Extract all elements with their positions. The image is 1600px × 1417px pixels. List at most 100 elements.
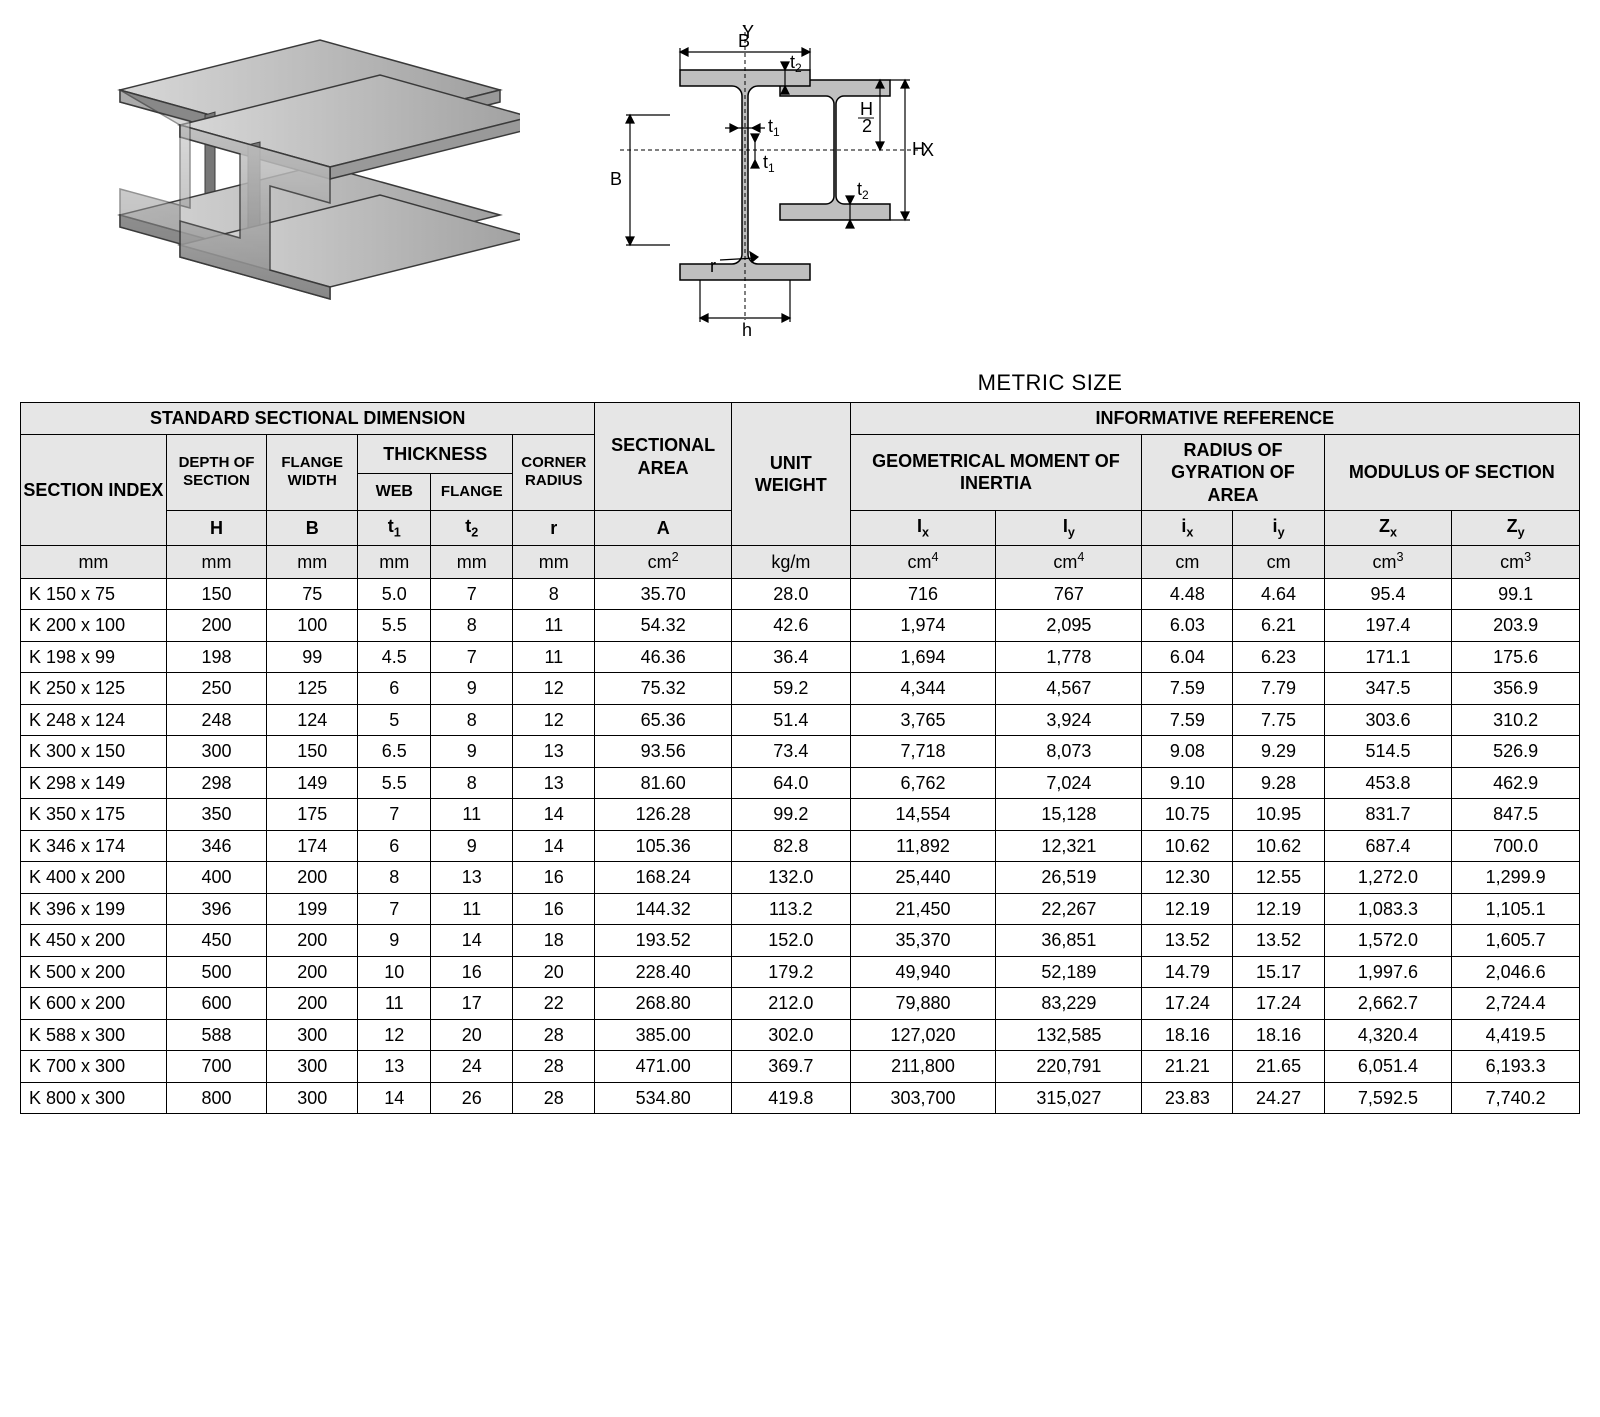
cell-r: 16 [513, 893, 595, 925]
cell-iy: 15.17 [1233, 956, 1324, 988]
cell-Zy: 462.9 [1452, 767, 1580, 799]
cell-A: 81.60 [595, 767, 732, 799]
cell-iy: 17.24 [1233, 988, 1324, 1020]
cell-Zx: 453.8 [1324, 767, 1452, 799]
cell-ix: 18.16 [1142, 1019, 1233, 1051]
cell-iy: 12.55 [1233, 862, 1324, 894]
cell-Iy: 7,024 [996, 767, 1142, 799]
table-row: K 200 x 1002001005.581154.3242.61,9742,0… [21, 610, 1580, 642]
cell-Ix: 14,554 [850, 799, 996, 831]
cell-r: 22 [513, 988, 595, 1020]
cell-t2: 24 [431, 1051, 513, 1083]
cell-A: 144.32 [595, 893, 732, 925]
cell-A: 46.36 [595, 641, 732, 673]
cell-Zx: 347.5 [1324, 673, 1452, 705]
cell-t2: 17 [431, 988, 513, 1020]
cell-Zx: 687.4 [1324, 830, 1452, 862]
cell-Iy: 132,585 [996, 1019, 1142, 1051]
cell-W: 369.7 [732, 1051, 851, 1083]
sym-ix: ix [1142, 511, 1233, 546]
cell-t1: 7 [358, 893, 431, 925]
cell-Zx: 303.6 [1324, 704, 1452, 736]
svg-text:t2: t2 [790, 52, 802, 75]
table-header: STANDARD SECTIONAL DIMENSION SECTIONAL A… [21, 403, 1580, 579]
cell-H: 396 [166, 893, 266, 925]
cell-r: 13 [513, 767, 595, 799]
cell-ix: 10.75 [1142, 799, 1233, 831]
cell-idx: K 346 x 174 [21, 830, 167, 862]
svg-text:2: 2 [862, 116, 872, 136]
cell-B: 100 [267, 610, 358, 642]
spec-table: STANDARD SECTIONAL DIMENSION SECTIONAL A… [20, 402, 1580, 1114]
cell-t2: 11 [431, 799, 513, 831]
hdr-flange: FLANGE [431, 474, 513, 511]
cell-r: 28 [513, 1051, 595, 1083]
cell-W: 59.2 [732, 673, 851, 705]
cell-Ix: 6,762 [850, 767, 996, 799]
cell-iy: 18.16 [1233, 1019, 1324, 1051]
cell-Iy: 52,189 [996, 956, 1142, 988]
cell-Iy: 2,095 [996, 610, 1142, 642]
cell-r: 18 [513, 925, 595, 957]
cell-W: 212.0 [732, 988, 851, 1020]
cell-idx: K 700 x 300 [21, 1051, 167, 1083]
cell-r: 20 [513, 956, 595, 988]
cell-Zy: 2,724.4 [1452, 988, 1580, 1020]
cell-A: 268.80 [595, 988, 732, 1020]
cell-Zx: 197.4 [1324, 610, 1452, 642]
unit-W: kg/m [732, 546, 851, 579]
cell-H: 300 [166, 736, 266, 768]
cell-W: 132.0 [732, 862, 851, 894]
cell-r: 11 [513, 610, 595, 642]
table-row: K 500 x 200500200101620228.40179.249,940… [21, 956, 1580, 988]
table-row: K 588 x 300588300122028385.00302.0127,02… [21, 1019, 1580, 1051]
cell-Zy: 4,419.5 [1452, 1019, 1580, 1051]
cell-H: 500 [166, 956, 266, 988]
cell-idx: K 198 x 99 [21, 641, 167, 673]
cell-Ix: 1,974 [850, 610, 996, 642]
svg-text:t2: t2 [857, 179, 869, 202]
table-row: K 150 x 75150755.07835.7028.07167674.484… [21, 578, 1580, 610]
table-row: K 396 x 19939619971116144.32113.221,4502… [21, 893, 1580, 925]
dim-B-left: B [610, 169, 622, 189]
cell-idx: K 800 x 300 [21, 1082, 167, 1114]
hdr-geo-moment: GEOMETRICAL MOMENT OF INERTIA [850, 434, 1142, 511]
sym-r: r [513, 511, 595, 546]
cell-t1: 14 [358, 1082, 431, 1114]
cell-iy: 10.62 [1233, 830, 1324, 862]
sym-t1: t1 [358, 511, 431, 546]
cell-A: 75.32 [595, 673, 732, 705]
cell-W: 64.0 [732, 767, 851, 799]
cell-Zy: 1,105.1 [1452, 893, 1580, 925]
unit-r: mm [513, 546, 595, 579]
cell-r: 14 [513, 830, 595, 862]
table-row: K 346 x 1743461746914105.3682.811,89212,… [21, 830, 1580, 862]
sym-Iy: Iy [996, 511, 1142, 546]
cell-r: 11 [513, 641, 595, 673]
cell-B: 200 [267, 956, 358, 988]
hdr-section-index: SECTION INDEX [21, 434, 167, 546]
cell-idx: K 300 x 150 [21, 736, 167, 768]
cell-ix: 7.59 [1142, 704, 1233, 736]
cell-ix: 4.48 [1142, 578, 1233, 610]
cell-A: 385.00 [595, 1019, 732, 1051]
cell-ix: 23.83 [1142, 1082, 1233, 1114]
table-row: K 700 x 300700300132428471.00369.7211,80… [21, 1051, 1580, 1083]
cell-idx: K 350 x 175 [21, 799, 167, 831]
cell-B: 175 [267, 799, 358, 831]
table-row: K 300 x 1503001506.591393.5673.47,7188,0… [21, 736, 1580, 768]
cross-section-diagram: Y X B B H H 2 t2 t2 t1 t1 r h [560, 20, 980, 360]
cell-Zx: 95.4 [1324, 578, 1452, 610]
cell-Ix: 3,765 [850, 704, 996, 736]
cell-H: 800 [166, 1082, 266, 1114]
cell-t1: 6 [358, 830, 431, 862]
cell-Ix: 79,880 [850, 988, 996, 1020]
cell-t2: 16 [431, 956, 513, 988]
cell-H: 298 [166, 767, 266, 799]
cell-r: 12 [513, 704, 595, 736]
cell-Zy: 526.9 [1452, 736, 1580, 768]
cell-ix: 6.03 [1142, 610, 1233, 642]
cell-Zx: 2,662.7 [1324, 988, 1452, 1020]
cell-H: 600 [166, 988, 266, 1020]
diagram-area: Y X B B H H 2 t2 t2 t1 t1 r h [20, 20, 1580, 360]
